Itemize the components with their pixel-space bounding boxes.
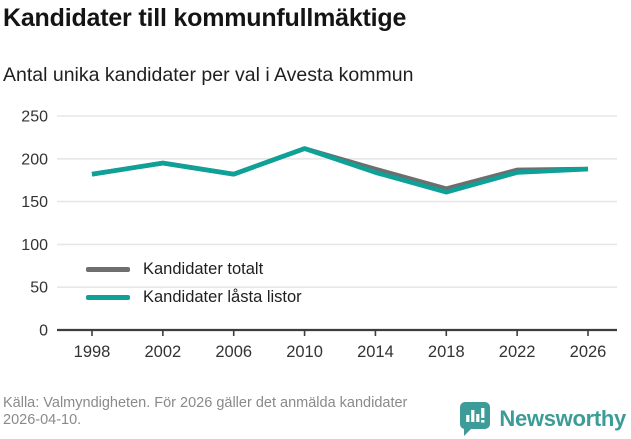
legend-swatch-gray-line [86, 267, 130, 272]
y-tick-label: 50 [30, 280, 48, 297]
x-tick-label: 2026 [570, 343, 607, 361]
x-tick-label: 2022 [499, 343, 536, 361]
x-tick-label: 2014 [357, 343, 394, 361]
x-tick-label: 2006 [215, 343, 252, 361]
legend-label-kandidater-lasta-listor: Kandidater låsta listor [143, 288, 302, 306]
x-tick-label: 2010 [286, 343, 323, 361]
newsworthy-badge-icon [460, 402, 491, 436]
y-tick-label: 0 [39, 323, 48, 340]
x-tick-label: 2002 [144, 343, 181, 361]
chart-title: Kandidater till kommunfullmäktige [3, 4, 407, 32]
x-tick-label: 2018 [428, 343, 465, 361]
series-line-1 [91, 146, 589, 195]
y-tick-label: 150 [21, 194, 48, 211]
legend-item-kandidater-totalt: Kandidater totalt [86, 258, 302, 281]
legend-swatch-teal-line [86, 295, 130, 300]
newsworthy-logo: Newsworthy [460, 401, 626, 437]
chart-legend: Kandidater totalt Kandidater låsta listo… [86, 258, 302, 309]
series-line-0 [91, 146, 589, 192]
chart-subtitle: Antal unika kandidater per val i Avesta … [3, 64, 414, 86]
legend-item-kandidater-lasta-listor: Kandidater låsta listor [86, 286, 302, 309]
line-chart-canvas: 0 50 100 150 200 250 1998 2002 2006 2010 2014 2018 2… [21, 109, 617, 361]
source-note: Källa: Valmyndigheten. För 2026 gäller d… [3, 395, 408, 429]
y-tick-label: 250 [21, 109, 48, 126]
y-tick-label: 100 [21, 237, 48, 254]
bar-chart-glyph [466, 408, 485, 423]
brand-name: Newsworthy [499, 406, 626, 431]
y-tick-label: 200 [21, 151, 48, 168]
legend-label-kandidater-totalt: Kandidater totalt [143, 260, 264, 278]
x-tick-label: 1998 [74, 343, 111, 361]
